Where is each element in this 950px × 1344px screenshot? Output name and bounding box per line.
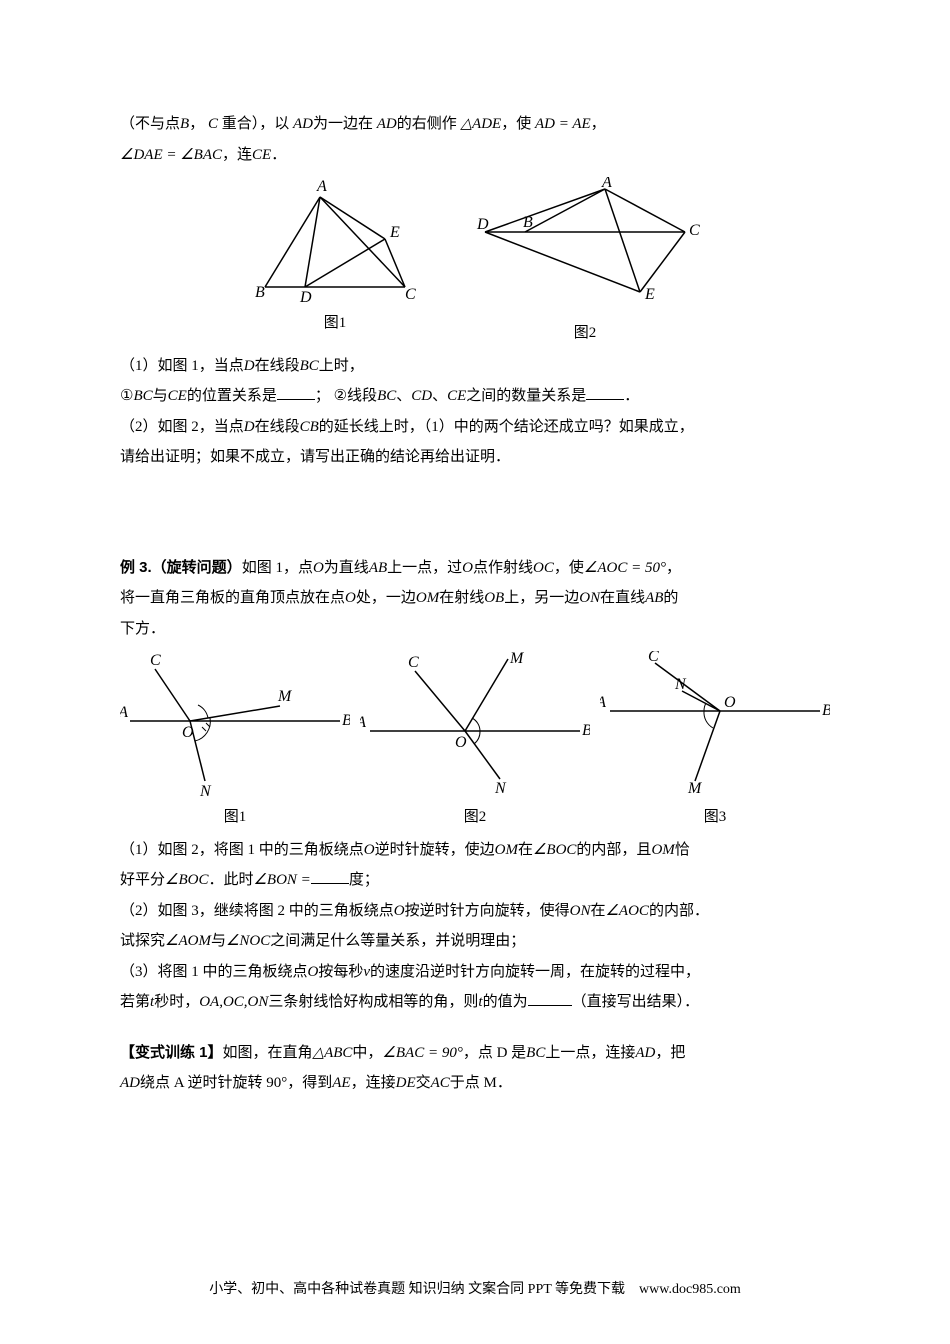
q2-p1: （1）如图 2，将图 1 中的三角板绕点O逆时针旋转，使边OM在∠BOC的内部，… <box>120 836 830 865</box>
spacer <box>120 474 830 554</box>
figure-2: A D B C E 图2 <box>465 177 705 348</box>
ex3-p2: 将一直角三角板的直角顶点放在点O处，一边OM在射线OB上，另一边ON在直线AB的 <box>120 584 830 613</box>
figure-2-3-caption: 图3 <box>704 803 727 832</box>
q1-p1: （1）如图 1，当点D在线段BC上时， <box>120 352 830 381</box>
q2-p4: 试探究∠AOM与∠NOC之间满足什么等量关系，并说明理由； <box>120 927 830 956</box>
var1-p1: 【变式训练 1】如图，在直角△ABC中，∠BAC = 90°，点 D 是BC上一… <box>120 1039 830 1068</box>
svg-text:B: B <box>582 722 590 739</box>
svg-text:N: N <box>674 676 687 693</box>
svg-text:O: O <box>455 734 467 751</box>
svg-text:B: B <box>523 214 533 231</box>
svg-text:M: M <box>687 780 703 797</box>
blank-2 <box>586 384 624 400</box>
svg-text:B: B <box>342 712 350 729</box>
page: （不与点B， C 重合），以 AD为一边在 AD的右侧作 △ADE，使 AD =… <box>0 0 950 1344</box>
svg-text:D: D <box>299 289 312 306</box>
svg-text:B: B <box>822 702 830 719</box>
svg-text:C: C <box>150 652 161 669</box>
svg-text:C: C <box>405 286 416 303</box>
q2-p6: 若第t秒时，OA,OC,ON三条射线恰好构成相等的角，则t的值为（直接写出结果）… <box>120 988 830 1017</box>
q2-p5: （3）将图 1 中的三角板绕点O按每秒v的速度沿逆时针方向旋转一周，在旋转的过程… <box>120 958 830 987</box>
spacer-2 <box>120 1019 830 1039</box>
q1-p4: 请给出证明；如果不成立，请写出正确的结论再给出证明． <box>120 443 830 472</box>
blank-1 <box>277 384 315 400</box>
figure-2-2: C M A O B N 图2 <box>360 651 590 832</box>
figure-2-caption: 图2 <box>574 319 597 348</box>
svg-text:D: D <box>476 216 489 233</box>
svg-text:O: O <box>724 694 736 711</box>
q2-p3: （2）如图 3，继续将图 2 中的三角板绕点O按逆时针方向旋转，使得ON在∠AO… <box>120 897 830 926</box>
svg-text:E: E <box>644 286 655 303</box>
svg-text:A: A <box>600 694 606 711</box>
var1-p2: AD绕点 A 逆时针旋转 90°，得到AE，连接DE交AC于点 M． <box>120 1069 830 1098</box>
svg-text:C: C <box>408 654 419 671</box>
ex3-p1: 例 3.（旋转问题）如图 1，点O为直线AB上一点，过O点作射线OC，使∠AOC… <box>120 554 830 583</box>
q1-p2: ①BC与CE的位置关系是； ②线段BC、CD、CE之间的数量关系是． <box>120 382 830 411</box>
figure-1-caption: 图1 <box>324 309 347 338</box>
blank-3 <box>311 868 349 884</box>
top-line2: ∠DAE = ∠BAC，连CE． <box>120 141 830 170</box>
svg-text:O: O <box>182 724 194 741</box>
svg-text:A: A <box>360 714 366 731</box>
ex3-p3: 下方． <box>120 615 830 644</box>
figure-2-1-caption: 图1 <box>224 803 247 832</box>
svg-text:N: N <box>199 783 212 800</box>
blank-4 <box>528 990 572 1006</box>
svg-text:M: M <box>509 651 525 667</box>
svg-text:C: C <box>648 651 659 665</box>
svg-text:A: A <box>601 177 612 191</box>
q1-p3: （2）如图 2，当点D在线段CB的延长线上时，（1）中的两个结论还成立吗？如果成… <box>120 413 830 442</box>
figure-2-1: C M A O B N 图1 <box>120 651 350 832</box>
page-footer: 小学、初中、高中各种试卷真题 知识归纳 文案合同 PPT 等免费下载 www.d… <box>0 1277 950 1304</box>
top-line1: （不与点B， C 重合），以 AD为一边在 AD的右侧作 △ADE，使 AD =… <box>120 110 830 139</box>
svg-text:N: N <box>494 780 507 797</box>
figure-2-2-caption: 图2 <box>464 803 487 832</box>
figure-2-3: C N A O B M 图3 <box>600 651 830 832</box>
svg-text:M: M <box>277 688 293 705</box>
svg-text:C: C <box>689 222 700 239</box>
svg-text:E: E <box>389 224 400 241</box>
q2-p2: 好平分∠BOC．此时∠BON =度； <box>120 866 830 895</box>
figure-1: A B D C E 图1 <box>245 177 425 348</box>
svg-text:B: B <box>255 284 265 301</box>
figure-row-2: C M A O B N 图1 C M A O B N <box>120 651 830 832</box>
svg-text:A: A <box>120 704 128 721</box>
figure-row-1: A B D C E 图1 A D B C E <box>120 177 830 348</box>
svg-text:A: A <box>316 178 327 195</box>
